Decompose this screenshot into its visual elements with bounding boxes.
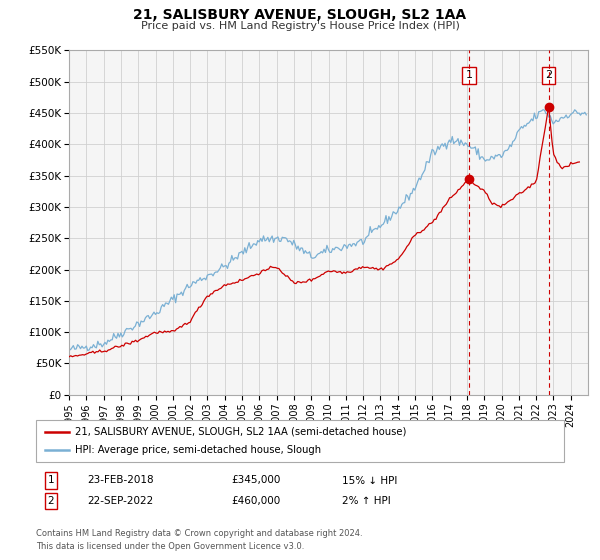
Text: 21, SALISBURY AVENUE, SLOUGH, SL2 1AA (semi-detached house): 21, SALISBURY AVENUE, SLOUGH, SL2 1AA (s… xyxy=(75,427,406,437)
Text: Price paid vs. HM Land Registry's House Price Index (HPI): Price paid vs. HM Land Registry's House … xyxy=(140,21,460,31)
Text: £460,000: £460,000 xyxy=(231,496,280,506)
Text: £345,000: £345,000 xyxy=(231,475,280,486)
Text: 15% ↓ HPI: 15% ↓ HPI xyxy=(342,475,397,486)
Text: 1: 1 xyxy=(466,71,472,81)
Text: 23-FEB-2018: 23-FEB-2018 xyxy=(87,475,154,486)
Text: HPI: Average price, semi-detached house, Slough: HPI: Average price, semi-detached house,… xyxy=(75,445,321,455)
Text: Contains HM Land Registry data © Crown copyright and database right 2024.: Contains HM Land Registry data © Crown c… xyxy=(36,529,362,538)
Text: 1: 1 xyxy=(47,475,55,486)
Text: 21, SALISBURY AVENUE, SLOUGH, SL2 1AA: 21, SALISBURY AVENUE, SLOUGH, SL2 1AA xyxy=(133,8,467,22)
Text: This data is licensed under the Open Government Licence v3.0.: This data is licensed under the Open Gov… xyxy=(36,542,304,550)
Text: 2: 2 xyxy=(545,71,552,81)
Text: 2% ↑ HPI: 2% ↑ HPI xyxy=(342,496,391,506)
Text: 22-SEP-2022: 22-SEP-2022 xyxy=(87,496,153,506)
Text: 2: 2 xyxy=(47,496,55,506)
